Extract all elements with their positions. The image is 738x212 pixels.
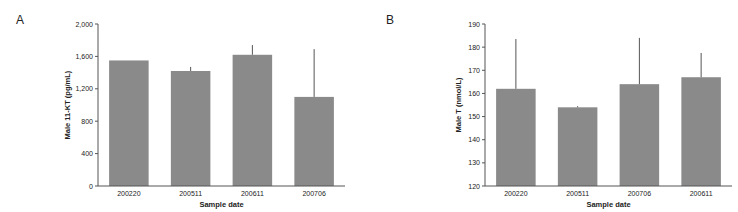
x-axis (485, 186, 732, 187)
data-group (109, 45, 334, 186)
panel-label: A (16, 13, 24, 27)
chart-panel: B 120 130 140 150 160 170 180 190 200220 200511 200… (386, 13, 732, 209)
error-bar (190, 67, 191, 71)
tick-label: 190 (468, 21, 480, 28)
bar (620, 84, 660, 186)
x-axis-title: Sample date (586, 200, 630, 209)
tick-label: 120 (468, 183, 480, 190)
x-axis (98, 186, 345, 187)
bar (294, 97, 334, 186)
tick-label: 170 (468, 67, 480, 74)
y-axis-title: Male T (nmol/L) (454, 77, 463, 133)
category-label: 200511 (566, 190, 589, 197)
chart-panel: A 0 400 800 1,200 1,600 2,000 200220 200511 20061… (16, 13, 345, 209)
tick-label: 1,600 (75, 53, 93, 60)
error-bar (515, 39, 516, 89)
x-axis-title: Sample date (199, 200, 243, 209)
category-label: 200706 (302, 190, 325, 197)
tick-label: 130 (468, 159, 480, 166)
error-bar (639, 38, 640, 84)
category-label: 200706 (628, 190, 651, 197)
error-bar (577, 106, 578, 107)
data-group (496, 38, 721, 186)
error-bar (314, 49, 315, 97)
figure: A 0 400 800 1,200 1,600 2,000 200220 200511 20061… (0, 0, 738, 212)
tick-label: 180 (468, 44, 480, 51)
bar (681, 77, 721, 186)
category-label: 200220 (117, 190, 140, 197)
panel-label: B (386, 13, 394, 27)
tick-label: 160 (468, 90, 480, 97)
bar (496, 89, 536, 186)
tick-label: 400 (81, 150, 93, 157)
category-label: 200611 (241, 190, 264, 197)
bar (233, 55, 273, 186)
tick-label: 150 (468, 113, 480, 120)
tick-label: 1,200 (75, 85, 93, 92)
bar (171, 71, 211, 186)
bar (558, 107, 598, 186)
tick-label: 140 (468, 136, 480, 143)
y-axis (98, 24, 99, 186)
y-axis (485, 24, 486, 186)
category-label: 200220 (504, 190, 527, 197)
error-bar (252, 45, 253, 55)
error-bar (701, 53, 702, 77)
category-label: 200611 (690, 190, 713, 197)
category-label: 200511 (179, 190, 202, 197)
tick-label: 800 (81, 118, 93, 125)
tick-label: 0 (89, 183, 93, 190)
tick-label: 2,000 (75, 21, 93, 28)
y-axis-title: Male 11-KT (pg/mL) (63, 70, 72, 139)
bar (109, 60, 149, 186)
